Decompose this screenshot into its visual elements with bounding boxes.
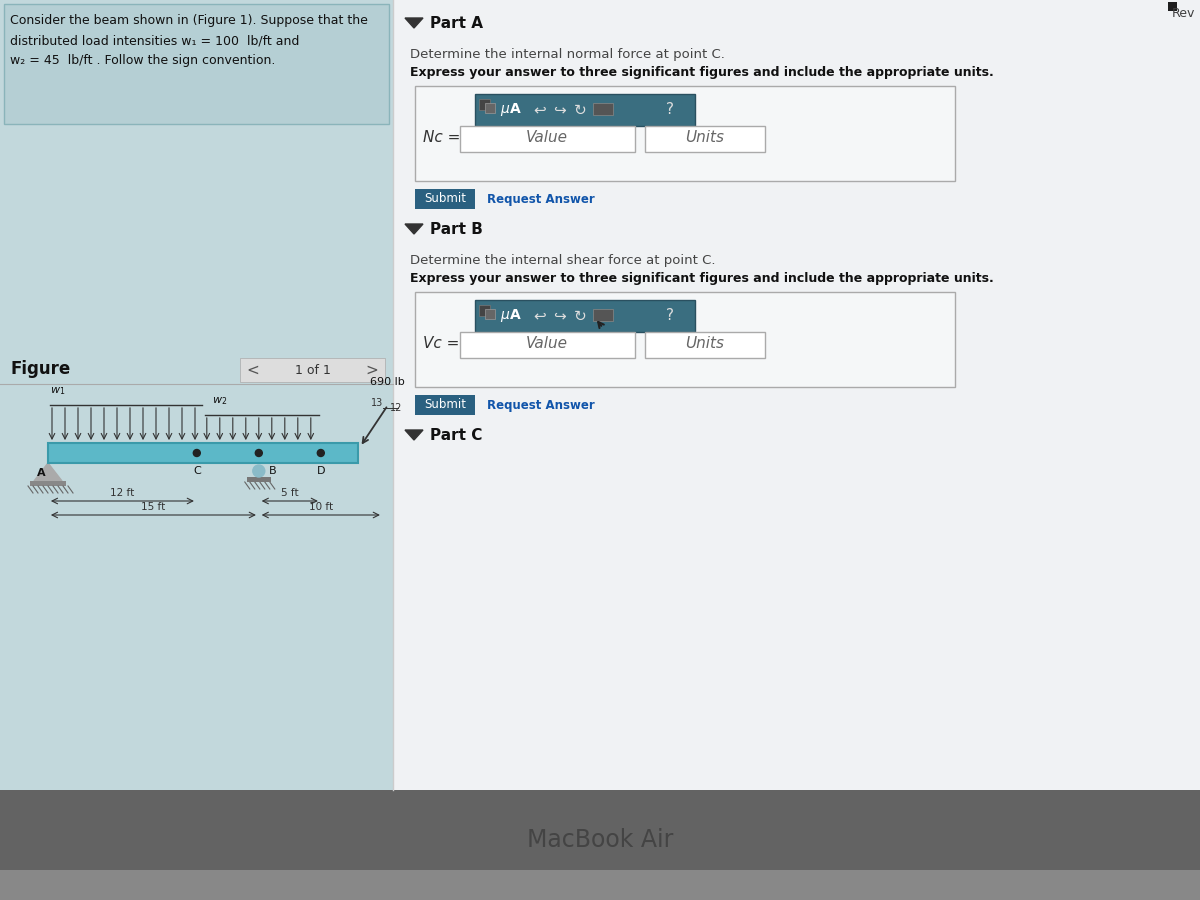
Text: ↻: ↻: [574, 103, 587, 118]
Text: Nc =: Nc =: [424, 130, 461, 146]
Text: ?: ?: [666, 309, 674, 323]
Bar: [247, 477, 271, 482]
Text: C: C: [193, 466, 200, 476]
Bar: [593, 103, 613, 115]
Bar: [4, 4, 389, 124]
Text: ↩: ↩: [534, 103, 546, 118]
Text: 690 lb: 690 lb: [370, 377, 404, 387]
Bar: [0, 0, 1200, 790]
Text: Value: Value: [526, 130, 568, 146]
Circle shape: [256, 449, 263, 456]
Polygon shape: [900, 0, 1200, 400]
Text: Express your answer to three significant figures and include the appropriate uni: Express your answer to three significant…: [410, 272, 994, 285]
Circle shape: [253, 465, 265, 477]
Text: Units: Units: [685, 337, 725, 352]
Bar: [479, 305, 490, 316]
Text: B: B: [269, 466, 277, 476]
Polygon shape: [34, 463, 62, 481]
Bar: [0, 790, 1200, 900]
Text: 13: 13: [371, 398, 383, 408]
Text: Part C: Part C: [430, 428, 482, 443]
Text: <: <: [247, 363, 259, 377]
Circle shape: [193, 449, 200, 456]
Polygon shape: [406, 18, 424, 28]
Text: A: A: [37, 468, 46, 478]
Bar: [593, 309, 613, 321]
Text: ↪: ↪: [553, 309, 566, 323]
Text: Part B: Part B: [430, 221, 482, 237]
Text: 12: 12: [390, 403, 402, 413]
Text: Determine the internal normal force at point C.: Determine the internal normal force at p…: [410, 48, 725, 61]
Bar: [415, 189, 475, 209]
Bar: [394, 0, 1200, 790]
Text: w₂ = 45  lb/ft . Follow the sign convention.: w₂ = 45 lb/ft . Follow the sign conventi…: [10, 54, 275, 67]
Text: $w_1$: $w_1$: [50, 385, 65, 397]
Text: 5 ft: 5 ft: [281, 488, 299, 498]
Text: 12 ft: 12 ft: [110, 488, 134, 498]
Text: Units: Units: [685, 130, 725, 146]
Polygon shape: [406, 224, 424, 234]
Text: 10 ft: 10 ft: [308, 502, 332, 512]
Text: Submit: Submit: [424, 399, 466, 411]
Text: Request Answer: Request Answer: [487, 399, 595, 411]
Bar: [460, 332, 635, 358]
Text: D: D: [317, 466, 325, 476]
Bar: [460, 126, 635, 152]
Text: Figure: Figure: [10, 360, 71, 378]
Text: ↻: ↻: [574, 309, 587, 323]
Bar: [646, 126, 766, 152]
Text: $\mu$A: $\mu$A: [500, 308, 522, 325]
Bar: [415, 395, 475, 415]
Bar: [485, 309, 496, 319]
Text: distributed load intensities w₁ = 100  lb/ft and: distributed load intensities w₁ = 100 lb…: [10, 34, 299, 47]
Bar: [415, 86, 955, 181]
Text: ↪: ↪: [553, 103, 566, 118]
Text: 1 of 1: 1 of 1: [295, 364, 331, 376]
Text: Consider the beam shown in (Figure 1). Suppose that the: Consider the beam shown in (Figure 1). S…: [10, 14, 368, 27]
Text: Request Answer: Request Answer: [487, 193, 595, 205]
Text: Determine the internal shear force at point C.: Determine the internal shear force at po…: [410, 254, 715, 267]
Bar: [479, 99, 490, 110]
Polygon shape: [406, 430, 424, 440]
Circle shape: [317, 449, 324, 456]
Bar: [415, 292, 955, 387]
Text: MacBook Air: MacBook Air: [527, 828, 673, 852]
Bar: [646, 332, 766, 358]
Bar: [475, 94, 695, 126]
Bar: [475, 300, 695, 332]
Text: >: >: [366, 363, 378, 377]
Text: Submit: Submit: [424, 193, 466, 205]
Text: Value: Value: [526, 337, 568, 352]
Bar: [48, 443, 358, 463]
Bar: [485, 103, 496, 113]
Text: Rev: Rev: [1171, 7, 1195, 20]
Bar: [0, 870, 1200, 900]
Text: $w_2$: $w_2$: [212, 395, 227, 407]
Text: 15 ft: 15 ft: [142, 502, 166, 512]
Bar: [1168, 2, 1177, 11]
Bar: [30, 481, 66, 486]
Text: Express your answer to three significant figures and include the appropriate uni: Express your answer to three significant…: [410, 66, 994, 79]
Text: Part A: Part A: [430, 15, 482, 31]
Text: Vc =: Vc =: [424, 337, 460, 352]
Text: ↩: ↩: [534, 309, 546, 323]
Text: ?: ?: [666, 103, 674, 118]
Bar: [0, 0, 394, 790]
Text: $\mu$A: $\mu$A: [500, 102, 522, 119]
Bar: [240, 358, 385, 382]
